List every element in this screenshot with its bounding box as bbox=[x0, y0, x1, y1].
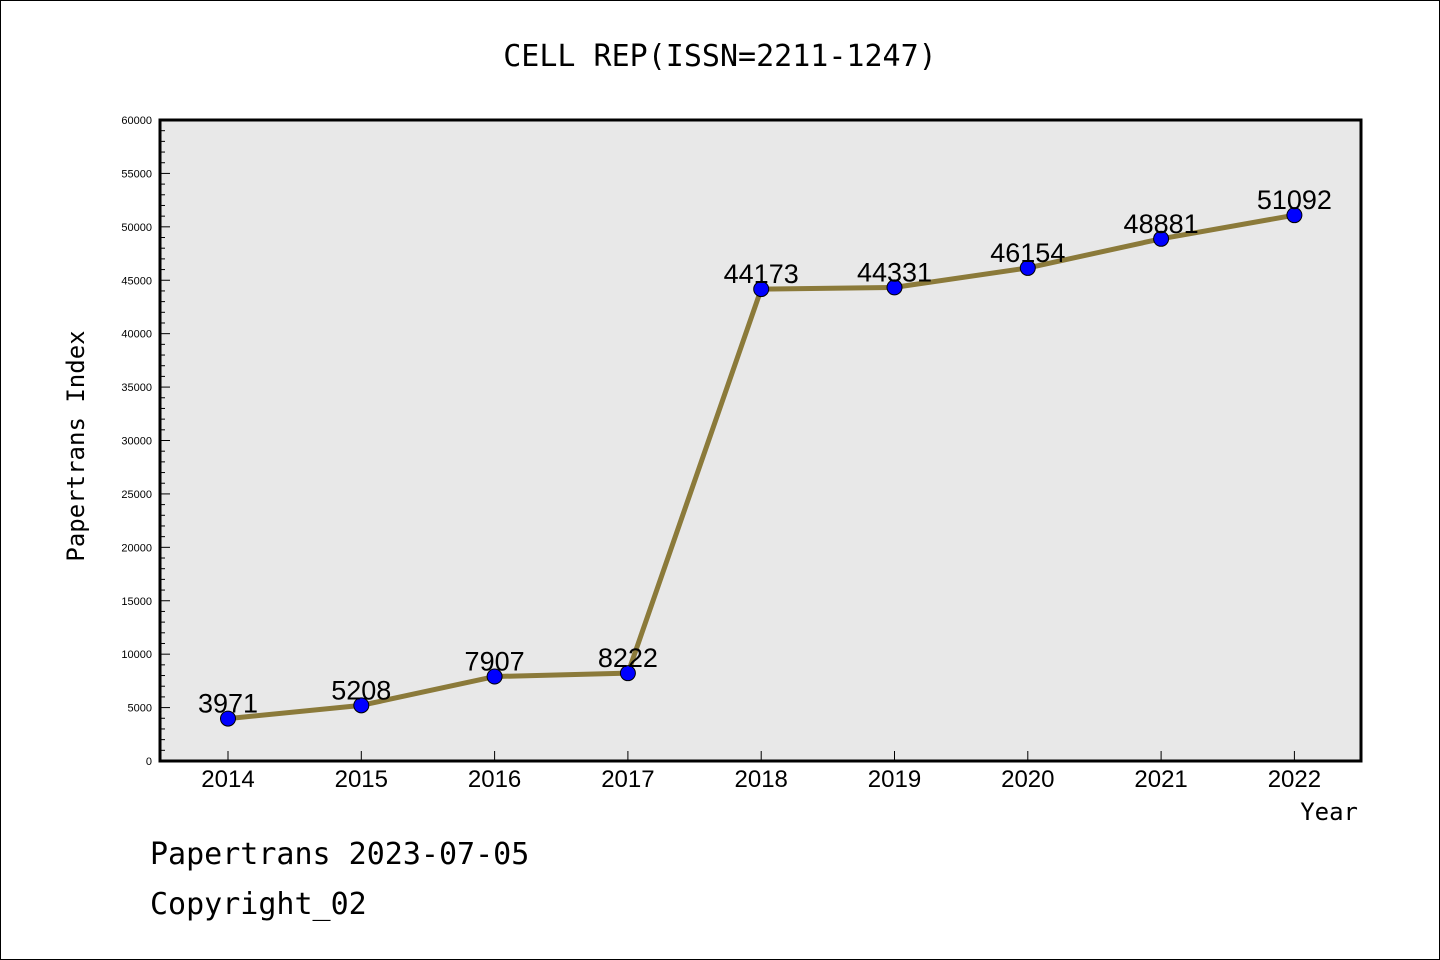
data-point bbox=[353, 697, 370, 714]
y-axis-ticks: 0 5000 10000 15000 20000 25000 30000 35000 40000… bbox=[121, 115, 170, 768]
y-tick-label: 10000 bbox=[121, 649, 152, 661]
y-tick-label: 50000 bbox=[121, 222, 152, 234]
y-tick-label: 35000 bbox=[121, 382, 152, 394]
data-point bbox=[486, 668, 503, 685]
x-tick-label: 2017 bbox=[601, 766, 654, 793]
data-point bbox=[886, 279, 903, 296]
chart-title: CELL REP(ISSN=2211-1247) bbox=[503, 39, 936, 74]
data-point bbox=[619, 665, 636, 682]
data-label: 5208 bbox=[331, 675, 391, 705]
data-label: 44331 bbox=[857, 257, 932, 287]
data-label: 44173 bbox=[724, 259, 799, 289]
y-tick-label: 25000 bbox=[121, 489, 152, 501]
data-point bbox=[1019, 259, 1036, 276]
y-axis-label: Papertrans Index bbox=[62, 330, 90, 561]
x-tick-label: 2014 bbox=[201, 766, 254, 793]
data-label: 46154 bbox=[990, 238, 1065, 268]
y-tick-label: 45000 bbox=[121, 275, 152, 287]
data-point bbox=[220, 710, 236, 727]
data-label: 3971 bbox=[198, 689, 258, 719]
footer-copyright: Copyright_02 bbox=[150, 887, 367, 922]
y-tick-label: 5000 bbox=[128, 703, 152, 715]
y-tick-label: 20000 bbox=[121, 542, 152, 554]
data-labels: 3971 5208 7907 8222 44173 44331 46154 48881 5109… bbox=[198, 185, 1332, 718]
plot-area bbox=[160, 120, 1361, 761]
x-axis-ticks: 2014 2015 2016 2017 2018 2019 2020 2021 2022 bbox=[201, 751, 1321, 793]
footer-date: Papertrans 2023-07-05 bbox=[150, 837, 529, 872]
x-tick-label: 2016 bbox=[468, 766, 521, 793]
data-label: 7907 bbox=[465, 647, 525, 677]
x-tick-label: 2020 bbox=[1001, 766, 1054, 793]
plot-border bbox=[158, 118, 1363, 763]
data-label: 51092 bbox=[1257, 185, 1332, 215]
x-tick-label: 2018 bbox=[735, 766, 788, 793]
y-tick-label: 15000 bbox=[121, 596, 152, 608]
y-tick-label: 60000 bbox=[121, 115, 152, 127]
x-tick-label: 2022 bbox=[1268, 766, 1321, 793]
y-tick-label: 55000 bbox=[121, 168, 152, 180]
x-axis-label: Year bbox=[1300, 798, 1358, 826]
y-tick-label: 0 bbox=[146, 756, 152, 768]
y-tick-label: 30000 bbox=[121, 436, 152, 448]
x-tick-label: 2021 bbox=[1134, 766, 1187, 793]
data-point bbox=[1153, 230, 1170, 247]
series-markers bbox=[220, 207, 1303, 727]
y-tick-label: 40000 bbox=[121, 329, 152, 341]
x-tick-label: 2015 bbox=[335, 766, 388, 793]
data-label: 8222 bbox=[598, 643, 658, 673]
data-label: 48881 bbox=[1124, 209, 1199, 239]
data-point bbox=[753, 281, 770, 298]
data-point bbox=[1286, 207, 1303, 224]
x-tick-label: 2019 bbox=[868, 766, 921, 793]
